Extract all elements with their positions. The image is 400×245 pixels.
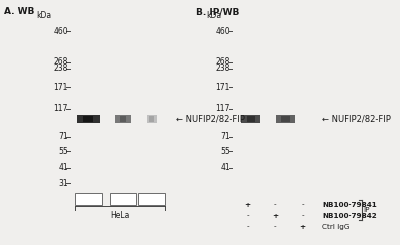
Text: 171: 171 [216, 83, 230, 92]
Bar [149, 116, 154, 122]
Text: IP: IP [363, 207, 370, 213]
Text: -: - [274, 202, 276, 208]
Text: 31: 31 [58, 179, 68, 188]
Text: 171: 171 [54, 83, 68, 92]
Text: Ctrl IgG: Ctrl IgG [322, 224, 350, 230]
Bar [242, 115, 260, 123]
Text: 55: 55 [58, 147, 68, 156]
Text: 238: 238 [216, 64, 230, 73]
Text: 15: 15 [118, 194, 128, 203]
Text: 117: 117 [216, 104, 230, 113]
Text: +: + [272, 213, 278, 219]
Bar [77, 115, 100, 123]
Text: A. WB: A. WB [4, 7, 34, 16]
Bar [83, 116, 94, 122]
Text: 55: 55 [220, 147, 230, 156]
Text: 238: 238 [54, 64, 68, 73]
Text: -: - [246, 213, 249, 219]
Text: 50: 50 [84, 194, 93, 203]
Bar [247, 116, 255, 122]
Text: ← NUFIP2/82-FIP: ← NUFIP2/82-FIP [176, 115, 245, 123]
Text: 268: 268 [54, 57, 68, 66]
Text: +: + [244, 202, 250, 208]
Text: -: - [301, 202, 304, 208]
Text: NB100-79841: NB100-79841 [322, 202, 377, 208]
Bar [146, 115, 157, 123]
Text: 460: 460 [215, 27, 230, 36]
Text: 268: 268 [216, 57, 230, 66]
Text: HeLa: HeLa [110, 211, 130, 220]
Bar [276, 115, 295, 123]
Text: B. IP/WB: B. IP/WB [196, 7, 239, 16]
Bar [120, 116, 126, 122]
Text: 71: 71 [220, 132, 230, 141]
Text: 71: 71 [58, 132, 68, 141]
Text: 460: 460 [53, 27, 68, 36]
Text: 41: 41 [220, 163, 230, 172]
Text: 117: 117 [54, 104, 68, 113]
Text: -: - [274, 224, 276, 230]
Text: +: + [300, 224, 306, 230]
Text: 41: 41 [58, 163, 68, 172]
Bar [115, 115, 131, 123]
Text: -: - [301, 213, 304, 219]
Text: kDa: kDa [206, 11, 221, 20]
Text: NB100-79842: NB100-79842 [322, 213, 377, 219]
Bar [281, 116, 290, 122]
Text: 5: 5 [149, 194, 154, 203]
Text: ← NUFIP2/82-FIP: ← NUFIP2/82-FIP [322, 115, 391, 123]
Text: -: - [246, 224, 249, 230]
Text: kDa: kDa [36, 11, 51, 20]
